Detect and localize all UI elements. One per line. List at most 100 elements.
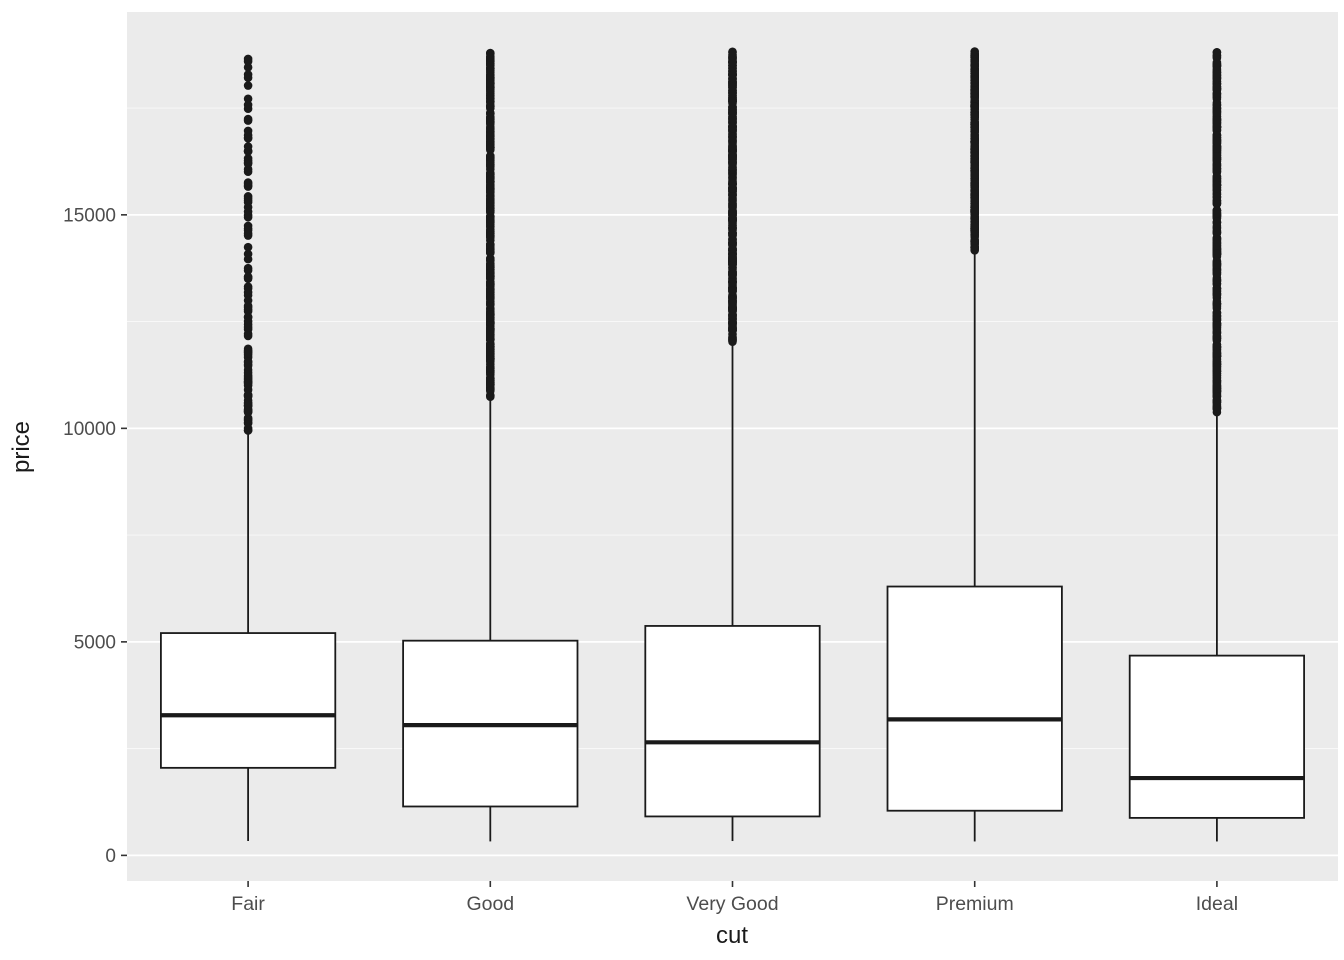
- outlier-dot: [1212, 381, 1222, 391]
- outlier-dot: [243, 229, 253, 238]
- outlier-dot: [970, 102, 979, 112]
- outlier-dot: [970, 57, 979, 67]
- outlier-dot: [728, 236, 737, 246]
- outlier-dot: [970, 111, 979, 120]
- outlier-dot: [243, 81, 253, 90]
- outlier-dot: [486, 159, 495, 169]
- box-very-good: [644, 625, 821, 818]
- outlier-dot: [486, 91, 495, 101]
- outlier-dot: [1212, 290, 1222, 300]
- outlier-dot: [486, 217, 495, 227]
- x-tick-label-good: Good: [466, 893, 514, 915]
- outlier-dot: [1212, 172, 1222, 181]
- outlier-dot: [728, 142, 737, 151]
- box-premium: [886, 585, 1063, 812]
- outlier-dot: [486, 187, 495, 196]
- outliers-fair: [243, 54, 253, 435]
- outlier-dot: [1212, 320, 1222, 329]
- outliers-ideal: [1212, 48, 1222, 417]
- outlier-dot: [1212, 150, 1222, 160]
- outlier-dot: [728, 123, 737, 132]
- outlier-dot: [243, 57, 253, 66]
- outlier-dot: [1212, 164, 1222, 173]
- outlier-dot: [486, 294, 495, 303]
- outlier-dot: [970, 75, 979, 85]
- outlier-dot: [243, 357, 253, 367]
- outlier-dot: [486, 386, 495, 396]
- outlier-dot: [970, 151, 979, 161]
- outlier-dot: [1212, 136, 1222, 146]
- outlier-dot: [243, 159, 253, 168]
- outlier-dot: [728, 152, 737, 162]
- outlier-dot: [970, 86, 979, 95]
- outlier-dot: [486, 100, 495, 110]
- outlier-dot: [486, 119, 495, 129]
- x-tick-label-premium: Premium: [936, 893, 1014, 915]
- outlier-dot: [1212, 309, 1222, 318]
- outlier-dot: [243, 418, 253, 427]
- outlier-dot: [243, 126, 253, 136]
- outlier-dot: [1212, 84, 1222, 93]
- outlier-dot: [243, 392, 253, 401]
- outlier-dot: [728, 213, 737, 222]
- outlier-dot: [1212, 235, 1222, 245]
- outlier-dot: [243, 193, 253, 203]
- outlier-dot: [728, 311, 737, 321]
- outlier-dot: [728, 114, 737, 123]
- outlier-dot: [1212, 69, 1222, 79]
- outliers-premium: [970, 47, 979, 255]
- outlier-dot: [728, 303, 737, 312]
- x-tick-label-very-good: Very Good: [686, 893, 778, 915]
- outlier-dot: [1212, 249, 1222, 259]
- outlier-dot: [1212, 331, 1222, 341]
- outlier-dot: [243, 142, 253, 151]
- outlier-dot: [243, 211, 253, 220]
- outlier-dot: [1212, 122, 1222, 132]
- outlier-dot: [486, 330, 495, 339]
- outlier-dot: [243, 301, 253, 311]
- outlier-dot: [486, 354, 495, 364]
- outlier-dot: [1212, 48, 1222, 57]
- outlier-dot: [486, 278, 495, 288]
- outlier-dot: [970, 169, 979, 178]
- outlier-dot: [728, 58, 737, 68]
- outlier-dot: [486, 207, 495, 217]
- box-fair: [160, 632, 337, 769]
- outlier-dot: [486, 60, 495, 70]
- outlier-dot: [728, 82, 737, 92]
- outlier-dot: [728, 51, 737, 61]
- outlier-dot: [1212, 192, 1222, 202]
- outlier-dot: [1212, 109, 1222, 118]
- outlier-dot: [486, 175, 495, 184]
- outlier-dot: [243, 282, 253, 291]
- outlier-dot: [486, 240, 495, 250]
- y-tick-label: 15000: [63, 205, 116, 226]
- outlier-dot: [970, 122, 979, 132]
- outlier-dot: [728, 323, 737, 332]
- outlier-dot: [970, 194, 979, 204]
- outlier-dot: [970, 180, 979, 190]
- outlier-dot: [728, 97, 737, 106]
- box-ideal: [1128, 654, 1305, 819]
- outlier-dot: [486, 312, 495, 322]
- outlier-dot: [486, 233, 495, 243]
- outlier-dot: [1212, 364, 1222, 374]
- outlier-dot: [243, 424, 253, 433]
- outlier-dot: [970, 69, 979, 78]
- outlier-dot: [728, 252, 737, 262]
- outlier-dot: [1212, 144, 1222, 153]
- outlier-dot: [728, 295, 737, 305]
- outlier-dot: [970, 244, 979, 254]
- outlier-dot: [728, 179, 737, 189]
- outlier-dot: [1212, 371, 1222, 381]
- outlier-dot: [970, 222, 979, 231]
- outlier-dot: [970, 205, 979, 214]
- outlier-dot: [243, 368, 253, 378]
- y-tick-label: 5000: [74, 632, 116, 653]
- outlier-dot: [486, 285, 495, 294]
- outlier-dot: [486, 375, 495, 385]
- outlier-dot: [243, 263, 253, 273]
- outlier-dot: [970, 132, 979, 142]
- outlier-dot: [486, 73, 495, 82]
